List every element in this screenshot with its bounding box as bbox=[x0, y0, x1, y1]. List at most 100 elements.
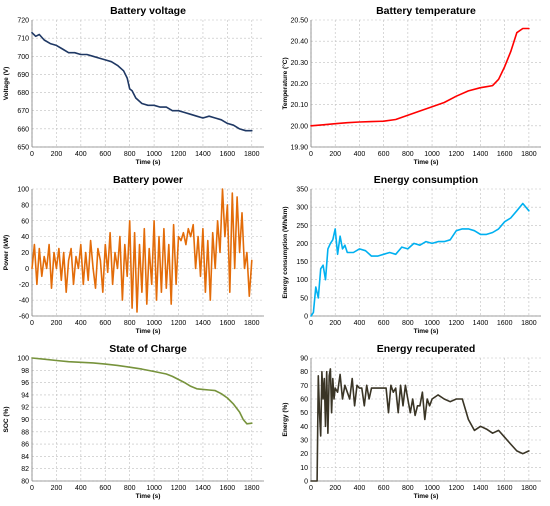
x-tick-label: 800 bbox=[124, 320, 136, 327]
chart-title: Energy recuperated bbox=[377, 343, 476, 355]
y-tick-label: 94 bbox=[21, 392, 29, 399]
y-tick-label: 84 bbox=[21, 454, 29, 461]
y-axis-label: Power (kW) bbox=[3, 235, 10, 270]
y-tick-label: 690 bbox=[17, 72, 29, 79]
x-tick-label: 200 bbox=[51, 151, 63, 158]
chart-title: Battery temperature bbox=[376, 5, 476, 17]
y-tick-label: 30 bbox=[300, 438, 308, 445]
series-line bbox=[310, 27, 530, 127]
x-tick-label: 400 bbox=[75, 151, 87, 158]
y-axis-label: Voltage (V) bbox=[3, 67, 10, 100]
x-tick-label: 0 bbox=[30, 151, 34, 158]
y-tick-label: 86 bbox=[21, 442, 29, 449]
y-axis-label: Energy consumption (Wh/km) bbox=[282, 206, 289, 298]
x-tick-label: 1000 bbox=[146, 151, 162, 158]
y-tick-label: 650 bbox=[17, 145, 29, 152]
x-tick-label: 400 bbox=[354, 320, 366, 327]
y-tick-label: 20.30 bbox=[290, 60, 308, 67]
x-tick-label: 1000 bbox=[424, 151, 440, 158]
x-tick-label: 200 bbox=[329, 151, 341, 158]
x-tick-label: 800 bbox=[402, 320, 414, 327]
y-tick-label: 200 bbox=[296, 241, 308, 248]
x-tick-label: 1400 bbox=[473, 485, 489, 492]
x-tick-label: 200 bbox=[51, 485, 63, 492]
x-tick-label: 400 bbox=[75, 485, 87, 492]
chart-title: Battery power bbox=[113, 174, 183, 186]
x-tick-label: 1200 bbox=[171, 485, 187, 492]
y-tick-label: 20 bbox=[21, 250, 29, 257]
y-tick-label: -60 bbox=[19, 314, 29, 321]
y-tick-label: 96 bbox=[21, 380, 29, 387]
x-tick-label: 1600 bbox=[220, 151, 236, 158]
x-tick-label: 1600 bbox=[220, 320, 236, 327]
x-tick-label: 1800 bbox=[521, 151, 537, 158]
y-tick-label: 20.20 bbox=[290, 81, 308, 88]
y-tick-label: 82 bbox=[21, 466, 29, 473]
y-tick-label: 80 bbox=[21, 479, 29, 486]
y-axis-label: Temperature (°C) bbox=[281, 57, 289, 109]
y-tick-label: 20.10 bbox=[290, 102, 308, 109]
x-tick-label: 0 bbox=[30, 320, 34, 327]
x-tick-label: 600 bbox=[99, 320, 111, 327]
x-tick-label: 200 bbox=[329, 485, 341, 492]
x-tick-label: 1600 bbox=[497, 151, 513, 158]
chart-title: Battery voltage bbox=[110, 5, 186, 17]
x-tick-label: 1400 bbox=[473, 151, 489, 158]
x-axis-label: Time (s) bbox=[136, 159, 161, 166]
y-tick-label: 100 bbox=[17, 187, 29, 194]
x-tick-label: 1400 bbox=[195, 320, 211, 327]
x-tick-label: 1800 bbox=[244, 485, 260, 492]
y-tick-label: 100 bbox=[17, 356, 29, 363]
x-tick-label: 800 bbox=[402, 151, 414, 158]
y-tick-label: 670 bbox=[17, 108, 29, 115]
series-line bbox=[31, 357, 253, 425]
y-tick-label: 70 bbox=[300, 383, 308, 390]
y-tick-label: 20.40 bbox=[290, 39, 308, 46]
x-tick-label: 200 bbox=[51, 320, 63, 327]
chart-panel: Energy consumption 0 50 100 150 200 250 300 350 0… bbox=[282, 174, 541, 335]
y-tick-label: 20 bbox=[300, 451, 308, 458]
x-tick-label: 1800 bbox=[521, 485, 537, 492]
y-tick-label: 90 bbox=[300, 356, 308, 363]
y-tick-label: 300 bbox=[296, 205, 308, 212]
x-tick-label: 1800 bbox=[521, 320, 537, 327]
x-tick-label: 1800 bbox=[244, 320, 260, 327]
y-tick-label: 88 bbox=[21, 429, 29, 436]
y-tick-label: 680 bbox=[17, 90, 29, 97]
y-tick-label: 0 bbox=[25, 266, 29, 273]
x-tick-label: 600 bbox=[378, 320, 390, 327]
x-tick-label: 400 bbox=[354, 151, 366, 158]
chart-panel: Battery temperature 19.90 20.00 20.10 20.20 2… bbox=[281, 5, 541, 166]
y-tick-label: 20.50 bbox=[290, 18, 308, 25]
x-tick-label: 800 bbox=[124, 151, 136, 158]
y-tick-label: 90 bbox=[21, 417, 29, 424]
chart-panel: Energy recuperated 0 10 20 30 40 50 60 70 80 90 0 20… bbox=[282, 343, 541, 500]
x-axis-label: Time (s) bbox=[136, 328, 161, 335]
x-tick-label: 1200 bbox=[448, 485, 464, 492]
x-tick-label: 1000 bbox=[146, 320, 162, 327]
y-tick-label: 19.90 bbox=[290, 145, 308, 152]
y-tick-label: 150 bbox=[296, 259, 308, 266]
y-tick-label: 98 bbox=[21, 368, 29, 375]
x-tick-label: 400 bbox=[354, 485, 366, 492]
y-tick-label: 720 bbox=[17, 18, 29, 25]
x-tick-label: 600 bbox=[378, 151, 390, 158]
y-tick-label: -40 bbox=[19, 298, 29, 305]
x-tick-label: 800 bbox=[402, 485, 414, 492]
series-line bbox=[31, 31, 253, 132]
x-tick-label: 600 bbox=[378, 485, 390, 492]
series-line bbox=[310, 202, 530, 317]
y-tick-label: 80 bbox=[21, 202, 29, 209]
y-tick-label: 40 bbox=[21, 234, 29, 241]
x-tick-label: 1800 bbox=[244, 151, 260, 158]
x-tick-label: 0 bbox=[309, 485, 313, 492]
y-tick-label: 710 bbox=[17, 36, 29, 43]
y-tick-label: -20 bbox=[19, 282, 29, 289]
x-tick-label: 1000 bbox=[146, 485, 162, 492]
y-tick-label: 100 bbox=[296, 277, 308, 284]
y-tick-label: 350 bbox=[296, 187, 308, 194]
x-tick-label: 800 bbox=[124, 485, 136, 492]
x-tick-label: 1000 bbox=[424, 485, 440, 492]
